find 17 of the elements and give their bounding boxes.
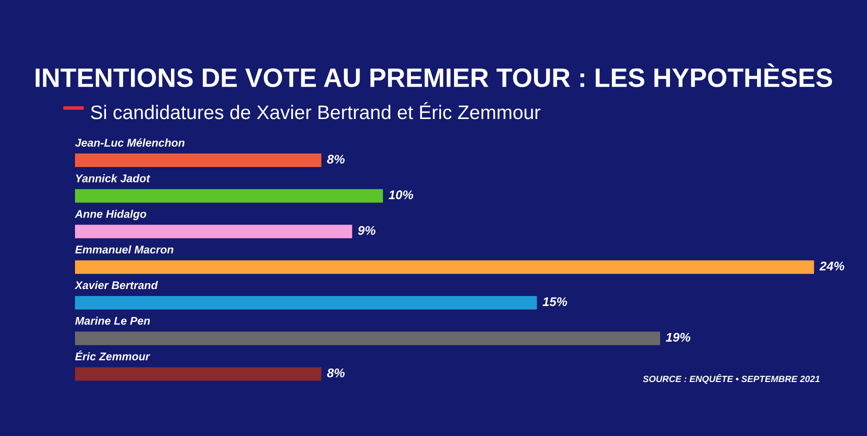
y-tick-label: Éric Zemmour <box>75 350 150 360</box>
chart-title: INTENTIONS DE VOTE AU PREMIER TOUR : LES HYPOTHÈSES <box>36 63 832 88</box>
data-label: 24% <box>819 262 844 270</box>
y-tick-label: Xavier Bertrand <box>74 280 158 290</box>
y-tick-label: Anne Hidalgo <box>74 210 146 220</box>
source-note: SOURCE : ENQUÊTE • SEPTEMBRE 2021 <box>642 374 820 384</box>
y-tick-label: Marine Le Pen <box>75 316 150 325</box>
data-label: 9% <box>358 226 376 235</box>
y-tick-label: Jean-Luc Mélenchon <box>75 138 184 147</box>
y-tick-label: Emmanuel Macron <box>75 245 174 254</box>
data-label: 15% <box>542 297 568 306</box>
data-label: 8% <box>327 368 345 378</box>
data-label: 8% <box>327 154 345 164</box>
data-label: 19% <box>666 332 690 342</box>
data-label: 10% <box>388 190 414 200</box>
chart-subtitle: Si candidatures de Xavier Bertrand et Éric Zemmour <box>90 102 540 120</box>
y-tick-label: Yannick Jadot <box>76 174 150 182</box>
